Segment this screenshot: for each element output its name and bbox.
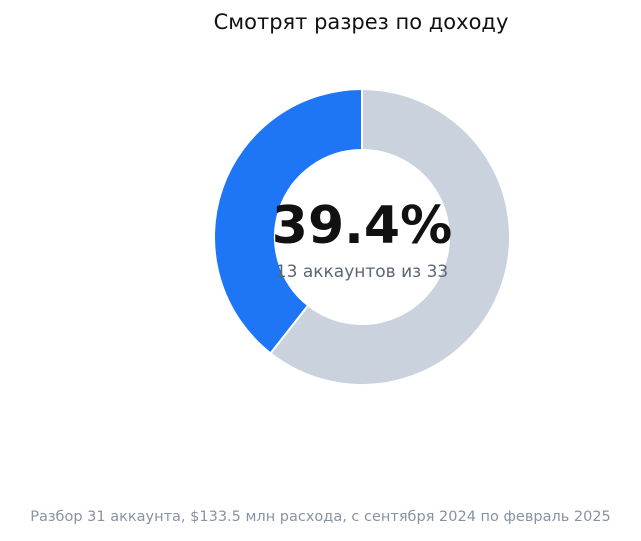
footer-note: Разбор 31 аккаунта, $133.5 млн расхода, … bbox=[30, 509, 611, 525]
donut-slice-0 bbox=[213, 87, 363, 355]
donut-slice-1 bbox=[269, 87, 511, 386]
center-label: 13 аккаунтов из 33 bbox=[276, 262, 448, 282]
donut-slices bbox=[213, 87, 511, 386]
chart-title: Смотрят разрез по доходу bbox=[213, 10, 509, 34]
center-value: 39.4% bbox=[272, 196, 452, 256]
